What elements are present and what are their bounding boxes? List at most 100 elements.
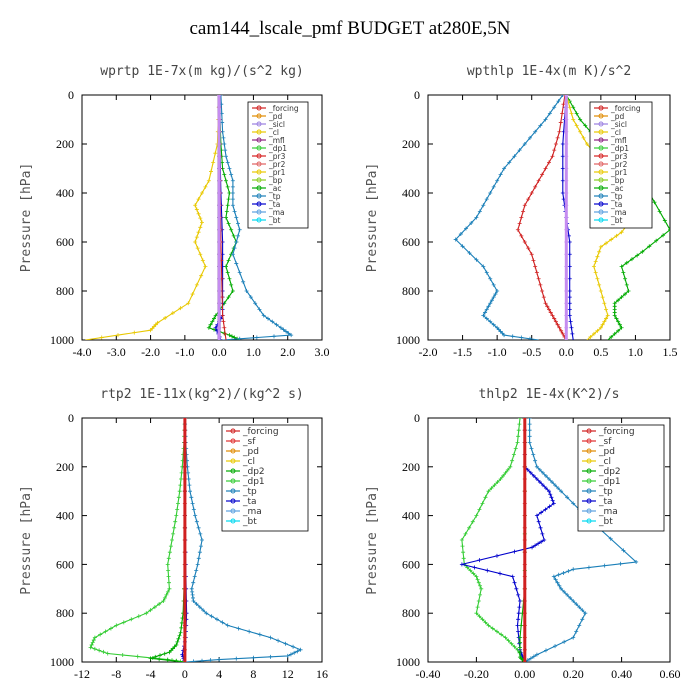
legend-entry: _bp xyxy=(268,176,283,185)
x-tick-label: 0.00 xyxy=(514,667,535,681)
legend-entry: _ta xyxy=(242,497,257,507)
series-marker xyxy=(538,282,543,287)
series-marker xyxy=(194,282,199,287)
series-marker xyxy=(213,151,218,156)
series-marker xyxy=(564,301,569,306)
series-marker xyxy=(564,264,569,269)
series-marker xyxy=(163,315,168,320)
series-marker xyxy=(624,260,629,265)
legend-entry: _pr2 xyxy=(610,160,628,169)
series-marker xyxy=(551,501,556,506)
series-marker xyxy=(471,571,476,576)
legend-marker xyxy=(230,458,236,464)
series-marker xyxy=(217,276,222,281)
series-marker xyxy=(598,244,603,249)
legend-marker xyxy=(598,145,604,151)
series-marker xyxy=(200,258,205,263)
series-marker xyxy=(225,270,230,275)
series-marker xyxy=(194,568,199,573)
series-marker xyxy=(564,227,569,232)
series-marker xyxy=(595,328,600,333)
series-marker xyxy=(560,142,565,146)
y-tick-label: 200 xyxy=(402,137,420,151)
series-marker xyxy=(230,184,235,189)
series-marker xyxy=(560,331,565,336)
series-marker xyxy=(540,289,545,293)
series-marker xyxy=(194,235,199,240)
series-marker xyxy=(567,240,572,244)
series-marker xyxy=(165,562,170,567)
y-tick-label: 800 xyxy=(56,284,74,298)
series-marker xyxy=(167,586,172,591)
series-marker xyxy=(552,105,557,110)
series-marker xyxy=(507,160,512,165)
series-marker xyxy=(570,331,575,336)
series-marker xyxy=(292,650,297,655)
series-marker xyxy=(484,316,489,321)
series-marker xyxy=(499,632,504,637)
series-marker xyxy=(522,550,527,555)
series-marker xyxy=(182,513,187,518)
series-marker xyxy=(217,154,222,159)
series-marker xyxy=(543,117,548,122)
series-marker xyxy=(459,562,464,567)
series-marker xyxy=(564,252,569,257)
x-tick-label: -8 xyxy=(111,667,121,681)
series-marker xyxy=(534,464,539,469)
series-marker xyxy=(230,191,235,195)
series-marker xyxy=(224,209,229,214)
panel-title: rtp2 1E-11x(kg^2)/(kg^2 s) xyxy=(100,387,304,402)
series-marker xyxy=(522,489,527,494)
series-marker xyxy=(538,525,543,530)
series-marker xyxy=(522,513,527,518)
series-marker xyxy=(564,105,569,110)
series-marker xyxy=(226,221,231,226)
series-marker xyxy=(531,258,536,263)
series-marker xyxy=(230,197,235,202)
series-marker xyxy=(217,325,222,330)
series-marker xyxy=(547,307,551,312)
series-marker xyxy=(531,654,536,659)
series-marker xyxy=(556,572,561,577)
series-marker xyxy=(148,656,153,661)
legend-entry: _dp1 xyxy=(598,477,621,487)
series-marker xyxy=(506,638,511,643)
series-marker xyxy=(495,480,500,485)
legend-entry: _tp xyxy=(242,487,257,497)
series-marker xyxy=(512,644,517,649)
series-marker xyxy=(597,282,602,287)
series-marker xyxy=(247,629,252,634)
series-marker xyxy=(539,539,544,544)
series-marker xyxy=(491,184,496,189)
series-marker xyxy=(467,251,472,256)
series-marker xyxy=(522,203,527,208)
series-marker xyxy=(485,568,490,573)
series-marker xyxy=(217,142,222,146)
legend-box xyxy=(221,424,309,532)
series-marker xyxy=(459,538,464,542)
series-marker xyxy=(99,335,104,340)
legend-entry: _ta xyxy=(610,200,622,209)
series-marker xyxy=(536,178,541,183)
series-marker xyxy=(519,335,524,340)
series-marker xyxy=(551,574,556,579)
y-tick-label: 0 xyxy=(68,411,74,425)
series-marker xyxy=(593,270,598,275)
series-marker xyxy=(171,531,176,536)
legend-entry: _pr2 xyxy=(268,160,286,169)
series-marker xyxy=(463,531,468,536)
series-marker xyxy=(567,289,572,293)
series-marker xyxy=(489,298,494,303)
legend-marker xyxy=(598,193,604,199)
panel-4: thlp2 1E-4x(K^2)/s Pressure [hPa] -0.40 -0.… xyxy=(365,387,681,681)
legend-marker xyxy=(598,185,604,191)
series-marker xyxy=(502,166,507,171)
series-marker xyxy=(211,160,216,165)
series-marker xyxy=(533,129,538,134)
series-marker xyxy=(224,264,228,269)
series-marker xyxy=(182,599,187,603)
series-marker xyxy=(283,641,288,646)
series-marker xyxy=(515,623,520,628)
series-marker xyxy=(533,458,538,463)
series-marker xyxy=(567,301,572,306)
